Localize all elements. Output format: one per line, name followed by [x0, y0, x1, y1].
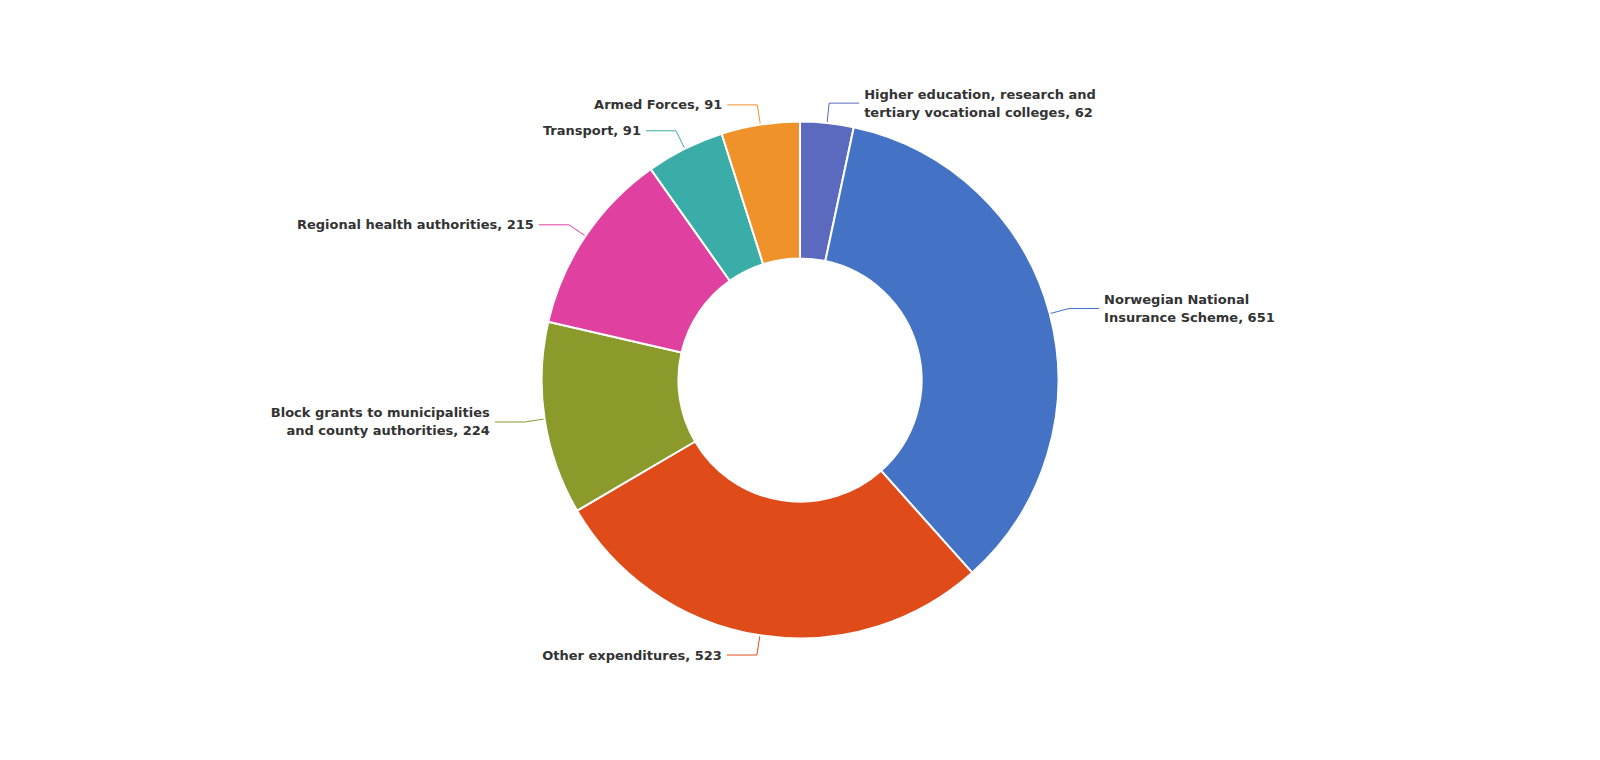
- svg-text:Transport, 91: Transport, 91: [543, 123, 641, 138]
- svg-text:Regional health authorities, 2: Regional health authorities, 215: [297, 217, 534, 232]
- svg-text:tertiary vocational colleges,: tertiary vocational colleges, 62: [864, 105, 1093, 120]
- svg-text:Norwegian National: Norwegian National: [1104, 292, 1249, 307]
- svg-text:Other expenditures, 523: Other expenditures, 523: [542, 648, 722, 663]
- svg-text:and county authorities, 224: and county authorities, 224: [286, 423, 489, 438]
- svg-text:Higher education, research and: Higher education, research and: [864, 87, 1096, 102]
- svg-text:Armed Forces, 91: Armed Forces, 91: [594, 97, 722, 112]
- svg-text:Insurance Scheme, 651: Insurance Scheme, 651: [1104, 310, 1275, 325]
- svg-text:Block grants to municipalities: Block grants to municipalities: [271, 405, 490, 420]
